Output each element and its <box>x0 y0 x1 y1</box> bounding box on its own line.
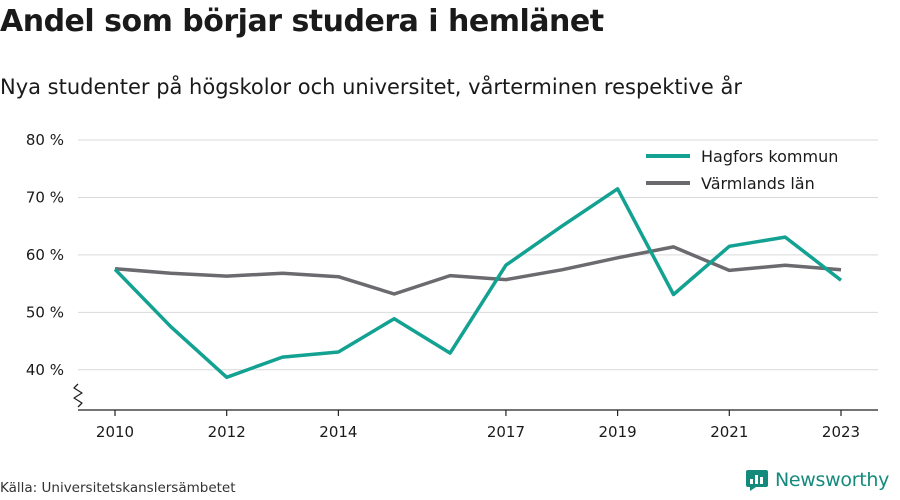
y-axis-tick-labels: 40 % 50 % 60 % 70 % 80 % <box>26 131 64 379</box>
axis-break-icon <box>73 383 83 408</box>
x-tick-label: 2021 <box>710 423 748 441</box>
gridlines <box>78 139 878 371</box>
x-tick-label: 2012 <box>208 423 246 441</box>
chart-subtitle: Nya studenter på högskolor och universit… <box>0 75 742 99</box>
y-tick-label: 60 % <box>26 246 64 264</box>
legend-background <box>640 141 870 197</box>
x-tick-label: 2014 <box>319 423 357 441</box>
legend-label: Värmlands län <box>701 174 815 193</box>
legend-label: Hagfors kommun <box>701 147 838 166</box>
series-line-1 <box>114 245 842 296</box>
chart-title: Andel som börjar studera i hemlänet <box>0 4 604 39</box>
newsworthy-logo-icon <box>746 470 768 491</box>
series-line-0 <box>113 187 843 380</box>
x-axis <box>73 383 878 416</box>
y-tick-label: 70 % <box>26 188 64 206</box>
legend: Hagfors kommun Värmlands län <box>640 141 870 197</box>
series-lines <box>113 187 843 380</box>
x-tick-label: 2019 <box>599 423 637 441</box>
y-tick-label: 80 % <box>26 131 64 149</box>
x-axis-tick-labels: 2010 2012 2014 2017 2019 2021 2023 <box>96 423 860 441</box>
x-tick-label: 2023 <box>822 423 860 441</box>
brand-logo: Newsworthy <box>745 468 889 492</box>
x-tick-label: 2010 <box>96 423 134 441</box>
y-tick-label: 40 % <box>26 361 64 379</box>
x-tick-label: 2017 <box>487 423 525 441</box>
source-note: Källa: Universitetskanslersämbetet <box>0 480 236 496</box>
brand-name: Newsworthy <box>775 469 890 491</box>
y-tick-label: 50 % <box>26 303 64 321</box>
